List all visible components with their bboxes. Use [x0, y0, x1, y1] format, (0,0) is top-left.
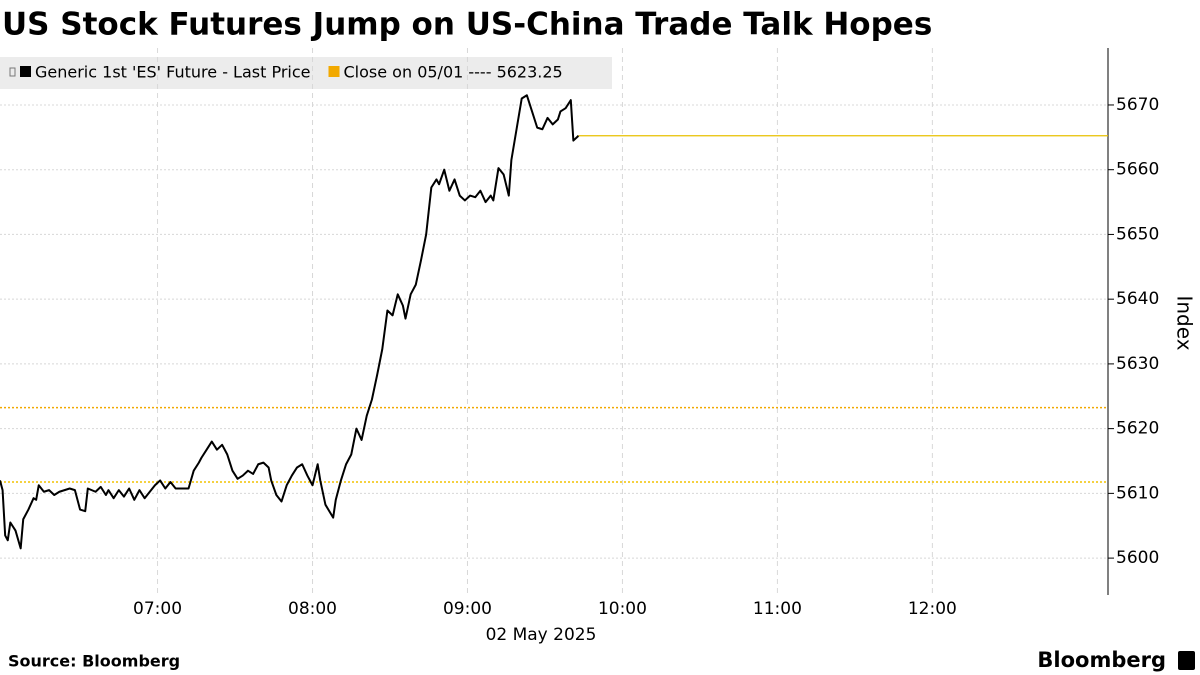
x-tick-label: 12:00 [908, 599, 957, 619]
x-tick-label: 08:00 [288, 599, 337, 619]
x-tick-label: 11:00 [753, 599, 802, 619]
y-tick-label: 5620 [1116, 419, 1159, 439]
y-tick-label: 5640 [1116, 289, 1159, 309]
brand-logo: Bloomberg [1037, 648, 1166, 672]
y-tick-label: 5650 [1116, 224, 1159, 244]
legend-background [0, 57, 612, 89]
legend-label: Generic 1st 'ES' Future - Last Price [35, 63, 311, 82]
source-note: Source: Bloomberg [8, 652, 180, 671]
y-tick-label: 5600 [1116, 548, 1159, 568]
x-tick-label: 10:00 [598, 599, 647, 619]
y-tick-label: 5670 [1116, 95, 1159, 115]
x-tick-label: 07:00 [133, 599, 182, 619]
y-axis-label: Index [1173, 295, 1197, 350]
legend-label: Close on 05/01 ---- 5623.25 [344, 63, 563, 82]
x-tick-label: 09:00 [443, 599, 492, 619]
y-tick-label: 5610 [1116, 483, 1159, 503]
price-line [0, 94, 580, 550]
legend-icon [9, 67, 16, 77]
chart-title: US Stock Futures Jump on US-China Trade … [2, 7, 932, 43]
y-tick-label: 5630 [1116, 354, 1159, 374]
x-axis-label: 02 May 2025 [486, 625, 597, 645]
legend-swatch [328, 66, 340, 77]
brand-icon [1178, 651, 1195, 670]
y-tick-label: 5660 [1116, 160, 1159, 180]
legend-swatch [20, 66, 31, 77]
